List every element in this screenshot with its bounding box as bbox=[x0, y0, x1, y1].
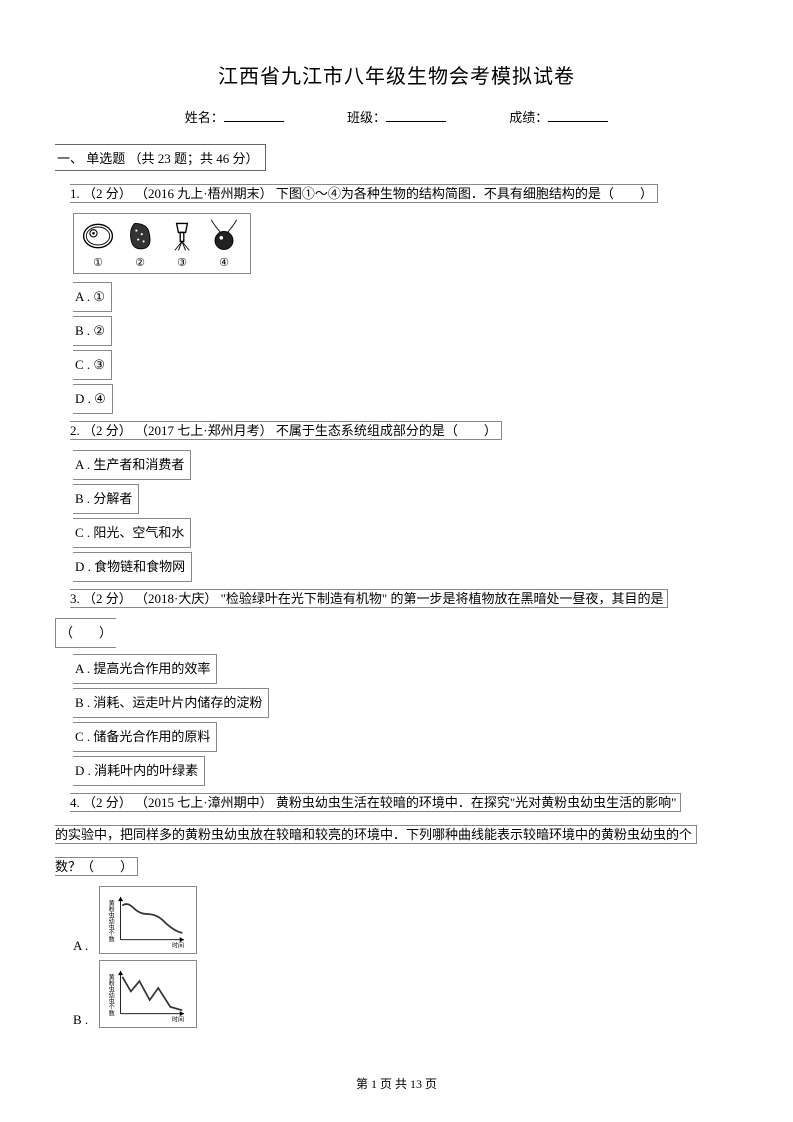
chartB-xlabel: 时间 bbox=[172, 1015, 184, 1023]
q3-text2: （ ） bbox=[55, 618, 738, 648]
q3-optA-text: A . 提高光合作用的效率 bbox=[73, 654, 217, 684]
chartB-ylabel: 黄粉虫幼虫个数 bbox=[108, 974, 115, 1018]
q2-optC-text: C . 阳光、空气和水 bbox=[73, 518, 191, 548]
q4-optB: B . 黄粉虫幼虫个数 时间 bbox=[55, 960, 738, 1028]
q1-optA-text: A . ① bbox=[73, 282, 112, 312]
q4-text3-row: 数？（ ） bbox=[55, 854, 738, 880]
q3-optC: C . 储备光合作用的原料 bbox=[55, 722, 738, 752]
q3-optA: A . 提高光合作用的效率 bbox=[55, 654, 738, 684]
q4-stem3: 数？（ ） bbox=[55, 857, 138, 876]
q3-stem2: （ ） bbox=[55, 618, 116, 648]
q4-optB-letter: B . bbox=[73, 1012, 88, 1028]
student-info-line: 姓名： 班级： 成绩： bbox=[55, 107, 738, 126]
q1-optD: D . ④ bbox=[55, 384, 738, 414]
q2-optB: B . 分解者 bbox=[55, 484, 738, 514]
q3-stem1: 3. （2 分） （2018·大庆） "检验绿叶在光下制造有机物" 的第一步是将… bbox=[70, 589, 668, 608]
q4-chartB-box: 黄粉虫幼虫个数 时间 bbox=[99, 960, 197, 1028]
q1-optB-text: B . ② bbox=[73, 316, 112, 346]
q3-text: 3. （2 分） （2018·大庆） "检验绿叶在光下制造有机物" 的第一步是将… bbox=[55, 586, 738, 612]
cell-1: ① bbox=[80, 218, 116, 269]
q1-cells: ① ② bbox=[80, 218, 244, 269]
q3-optD-text: D . 消耗叶内的叶绿素 bbox=[73, 756, 205, 786]
section-header-row: 一、 单选题 （共 23 题；共 46 分） bbox=[55, 144, 738, 181]
q2-stem: 2. （2 分） （2017 七上·郑州月考） 不属于生态系统组成部分的是（ ） bbox=[70, 421, 502, 440]
score-blank bbox=[548, 121, 608, 122]
name-blank bbox=[224, 121, 284, 122]
q1-optC: C . ③ bbox=[55, 350, 738, 380]
cell-2-label: ② bbox=[122, 256, 158, 269]
name-label: 姓名： bbox=[185, 110, 224, 125]
page-title: 江西省九江市八年级生物会考模拟试卷 bbox=[55, 60, 738, 89]
q4-chartA-icon: 黄粉虫幼虫个数 时间 bbox=[103, 890, 193, 950]
chartA-xlabel: 时间 bbox=[172, 941, 184, 949]
cell-4: ④ bbox=[206, 218, 242, 269]
cell-3: ③ bbox=[164, 218, 200, 269]
q4-chartB-icon: 黄粉虫幼虫个数 时间 bbox=[103, 964, 193, 1024]
cell-3-label: ③ bbox=[164, 256, 200, 269]
cell-3-icon bbox=[164, 218, 200, 254]
cell-1-icon bbox=[80, 218, 116, 254]
cell-2: ② bbox=[122, 218, 158, 269]
cell-1-label: ① bbox=[80, 256, 116, 269]
q4-chartA-box: 黄粉虫幼虫个数 时间 bbox=[99, 886, 197, 954]
q1-optC-text: C . ③ bbox=[73, 350, 112, 380]
cell-4-icon bbox=[206, 218, 242, 254]
section-title: 单选题 （共 23 题；共 46 分） bbox=[86, 151, 258, 166]
q1-diagram-row: ① ② bbox=[55, 213, 738, 274]
q2-optC: C . 阳光、空气和水 bbox=[55, 518, 738, 548]
q3-optC-text: C . 储备光合作用的原料 bbox=[73, 722, 217, 752]
class-label: 班级： bbox=[347, 110, 386, 125]
class-blank bbox=[386, 121, 446, 122]
q3-optB-text: B . 消耗、运走叶片内储存的淀粉 bbox=[73, 688, 269, 718]
q4-text1: 4. （2 分） （2015 七上·漳州期中） 黄粉虫幼虫生活在较暗的环境中．在… bbox=[55, 790, 738, 816]
q3-optD: D . 消耗叶内的叶绿素 bbox=[55, 756, 738, 786]
q2-optB-text: B . 分解者 bbox=[73, 484, 139, 514]
q4-stem2: 的实验中，把同样多的黄粉虫幼虫放在较暗和较亮的环境中．下列哪种曲线能表示较暗环境… bbox=[55, 825, 697, 844]
q2-text: 2. （2 分） （2017 七上·郑州月考） 不属于生态系统组成部分的是（ ） bbox=[55, 418, 738, 444]
q1-optD-text: D . ④ bbox=[73, 384, 113, 414]
q2-optD-text: D . 食物链和食物网 bbox=[73, 552, 192, 582]
q2-optD: D . 食物链和食物网 bbox=[55, 552, 738, 582]
q4-text2-row: 的实验中，把同样多的黄粉虫幼虫放在较暗和较亮的环境中．下列哪种曲线能表示较暗环境… bbox=[55, 822, 738, 848]
cell-4-label: ④ bbox=[206, 256, 242, 269]
q1-optB: B . ② bbox=[55, 316, 738, 346]
section-number: 一、 bbox=[57, 151, 83, 166]
chartA-ylabel: 黄粉虫幼虫个数 bbox=[108, 900, 115, 944]
q3-optB: B . 消耗、运走叶片内储存的淀粉 bbox=[55, 688, 738, 718]
q1-optA: A . ① bbox=[55, 282, 738, 312]
q4-optA: A . 黄粉虫幼虫个数 时间 bbox=[55, 886, 738, 954]
score-label: 成绩： bbox=[509, 110, 548, 125]
cell-2-icon bbox=[122, 218, 158, 254]
q2-optA: A . 生产者和消费者 bbox=[55, 450, 738, 480]
q1-stem: 1. （2 分） （2016 九上·梧州期末） 下图①～④为各种生物的结构简图．… bbox=[70, 184, 658, 203]
q1-text: 1. （2 分） （2016 九上·梧州期末） 下图①～④为各种生物的结构简图．… bbox=[55, 181, 738, 207]
page-footer: 第 1 页 共 13 页 bbox=[0, 1075, 793, 1092]
q4-stem1: 4. （2 分） （2015 七上·漳州期中） 黄粉虫幼虫生活在较暗的环境中．在… bbox=[70, 793, 681, 812]
q2-optA-text: A . 生产者和消费者 bbox=[73, 450, 191, 480]
q4-optA-letter: A . bbox=[73, 938, 88, 954]
section-header: 一、 单选题 （共 23 题；共 46 分） bbox=[55, 144, 266, 171]
q1-diagram-box: ① ② bbox=[73, 213, 251, 274]
